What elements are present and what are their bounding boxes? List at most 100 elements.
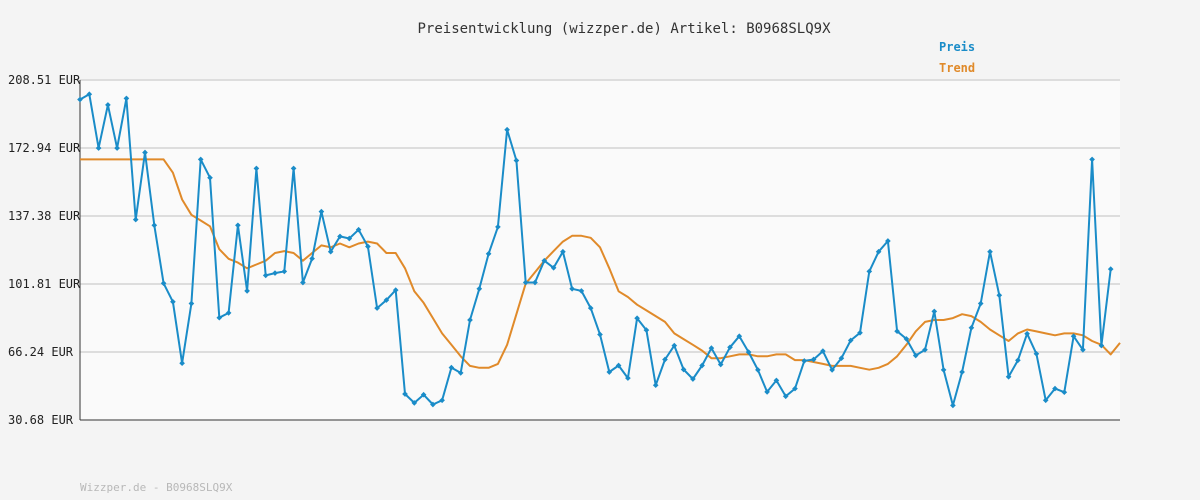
data-point-preis [912,352,919,359]
data-point-preis [309,255,315,262]
footer-credit: Wizzper.de - B0968SLQ9X [80,481,233,494]
data-point-preis [1098,342,1105,349]
data-point-preis [875,248,882,255]
data-point-preis [931,308,938,315]
data-point-preis [1042,397,1049,404]
data-point-preis [467,317,473,323]
series-line-preis [79,93,1112,407]
data-point-preis [773,377,780,384]
data-point-preis [1080,346,1086,353]
data-point-preis [1005,373,1012,380]
data-point-preis [105,102,111,108]
data-point-preis [894,328,900,335]
data-point-preis [383,297,390,303]
data-point-preis [151,222,158,229]
data-point-preis [327,248,334,255]
data-point-preis [680,366,687,373]
data-point-preis [745,349,752,355]
data-point-preis [652,382,659,389]
data-point-preis [1052,385,1058,392]
data-point-preis [996,292,1003,299]
data-point-preis [95,145,102,151]
data-point-preis [708,345,715,351]
data-point-preis [643,327,650,333]
data-point-preis [903,336,910,342]
data-point-preis [365,243,371,250]
data-point-preis [541,257,548,264]
data-point-preis [578,288,585,294]
data-point-preis [606,369,613,375]
data-point-preis [857,329,863,336]
data-point-preis [615,362,622,369]
data-point-preis [1070,333,1077,340]
data-point-preis [439,397,445,404]
data-point-preis [132,216,139,223]
data-point-preis [77,96,83,103]
chart-title: Preisentwicklung (wizzper.de) Artikel: B… [417,21,831,37]
data-point-preis [532,279,538,286]
data-point-preis [281,268,288,275]
series-layer [77,91,1121,409]
data-point-preis [114,145,120,151]
y-tick-label: 66.24 EUR [8,345,74,359]
data-point-preis [829,367,835,373]
data-point-preis [950,402,956,409]
data-point-preis [355,226,362,233]
data-point-preis [625,375,631,381]
plot-area [80,80,1120,420]
data-point-preis [1089,156,1095,163]
data-point-preis [1061,389,1068,396]
data-point-preis [560,248,566,255]
data-point-preis [235,222,241,229]
data-point-preis [699,362,705,369]
data-point-preis [253,165,260,172]
data-point-preis [290,165,297,172]
data-point-preis [755,367,761,373]
data-point-preis [764,389,770,395]
data-point-preis [671,342,678,349]
data-point-preis [727,344,733,351]
data-point-preis [597,331,603,338]
data-point-preis [513,157,520,164]
data-point-preis [662,356,668,363]
data-point-preis [968,324,975,331]
data-point-preis [922,346,928,353]
data-point-preis [411,400,418,406]
data-point-preis [86,91,93,98]
data-point-preis [244,288,250,294]
data-point-preis [485,250,492,257]
data-point-preis [940,367,947,373]
y-tick-label: 101.81 EUR [8,277,81,291]
data-point-preis [690,376,696,382]
data-point-preis [866,268,873,275]
data-point-preis [300,279,306,286]
data-point-preis [346,235,353,242]
data-point-preis [430,401,436,408]
data-point-preis [1107,266,1114,272]
y-tick-label: 137.38 EUR [8,209,81,223]
data-point-preis [179,360,185,367]
data-point-preis [1015,357,1021,364]
data-point-preis [1033,350,1040,357]
data-point-preis [634,315,640,322]
data-point-preis [170,298,176,305]
data-point-preis [977,300,984,307]
data-point-preis [476,285,483,292]
data-point-preis [522,279,529,286]
data-point-preis [838,355,845,362]
data-point-preis [569,285,575,292]
data-point-preis [587,305,594,311]
data-point-preis [374,305,380,311]
data-point-preis [160,280,167,287]
data-point-preis [272,270,278,276]
data-point-preis [318,208,325,215]
data-point-preis [402,391,408,397]
data-point-preis [457,370,464,376]
data-point-preis [225,310,232,316]
data-point-preis [801,358,808,364]
data-point-preis [337,233,343,240]
data-point-preis [987,248,993,255]
data-point-preis [550,264,557,271]
